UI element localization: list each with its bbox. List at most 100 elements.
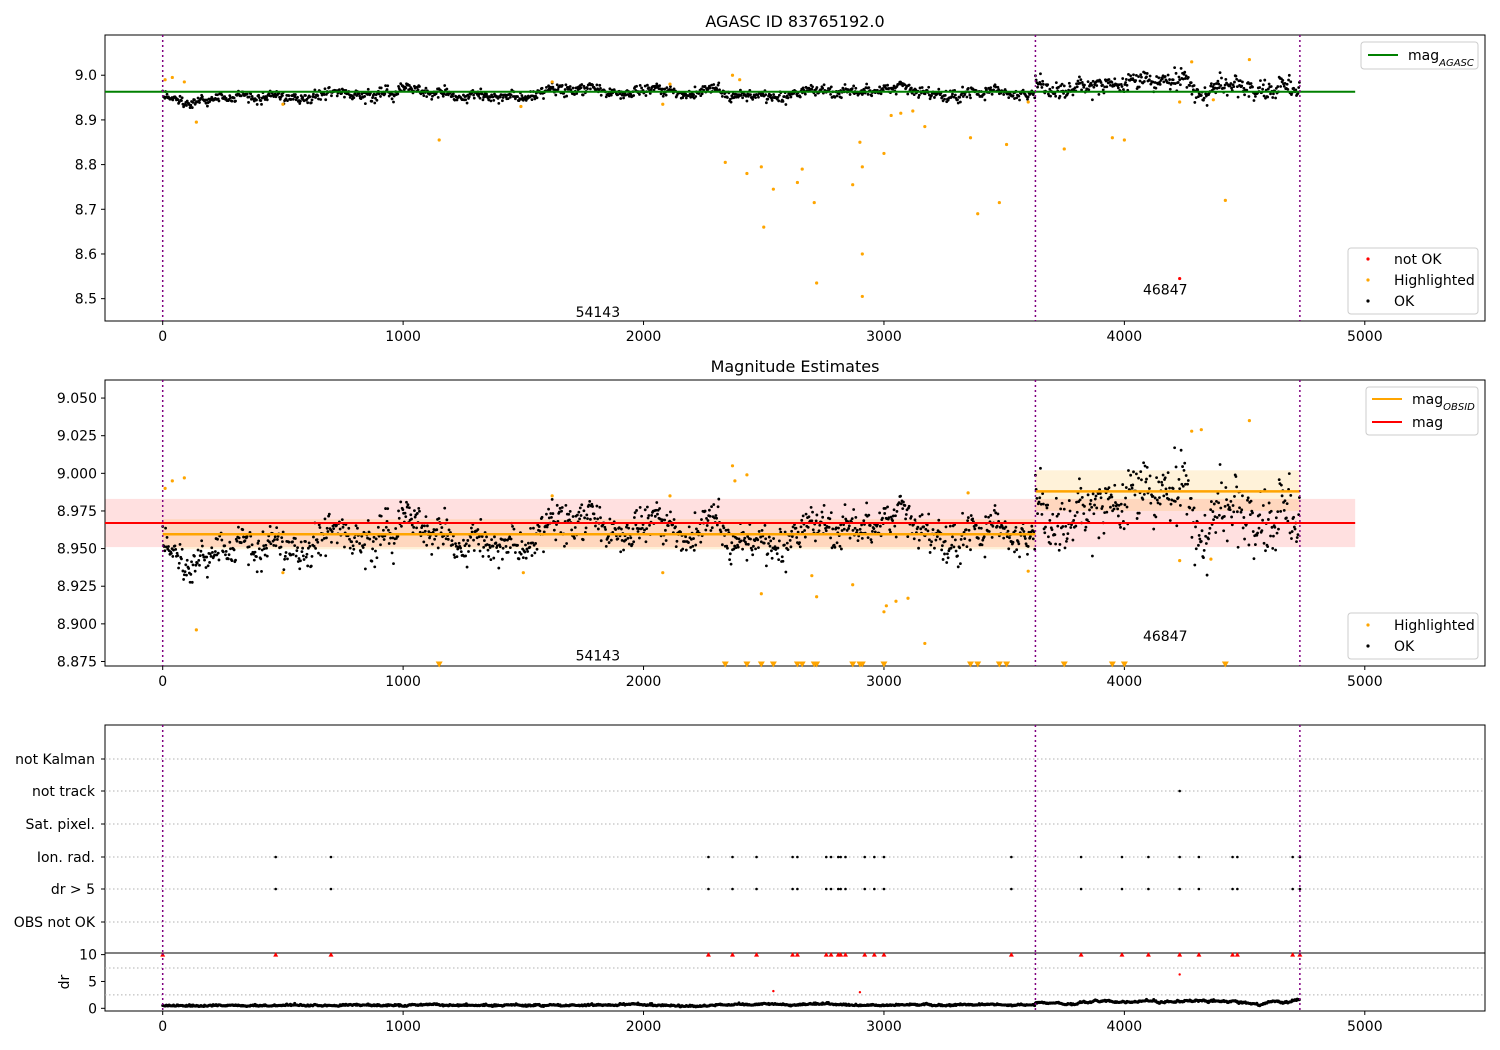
agasc-ok-point-1284	[1087, 88, 1091, 92]
magest-ok-point-739	[694, 543, 698, 547]
magest-ok-point-506	[526, 550, 530, 553]
magest-ok-point-946	[843, 503, 847, 507]
agasc-ok-point-1320	[1113, 77, 1117, 81]
agasc-ok-point-915	[821, 86, 825, 90]
magest-ok-point-960	[853, 526, 857, 530]
magest-ok-point-1280	[1084, 525, 1088, 529]
magest-ok-point-664	[640, 514, 644, 518]
magest-ok-point-338	[405, 500, 408, 504]
magest-ok-point-902	[811, 528, 815, 532]
agasc-ok-point-1527	[1262, 94, 1266, 98]
agasc-ok-point-693	[661, 87, 664, 91]
magest-ok-point-853	[776, 546, 780, 550]
magest-ok-point-209	[312, 535, 315, 539]
flag-ion-rad-point-21	[1231, 855, 1234, 859]
magest-ok-point-1241	[1056, 524, 1060, 528]
agasc-ok-point-565	[568, 85, 572, 88]
magest-ok-point-768	[715, 516, 719, 520]
agasc-ok-point-1277	[1082, 85, 1086, 89]
magest-ok-point-201	[306, 564, 310, 568]
agasc-ok-point-1062	[927, 85, 931, 89]
magest-ok-point-279	[362, 530, 366, 534]
agasc-ok-point-216	[317, 97, 320, 101]
agasc-ok-point-619	[607, 94, 611, 98]
magest-ok-point-114	[243, 539, 247, 543]
magest-ok-point-165	[280, 536, 284, 540]
agasc-ok-point-1152	[992, 88, 995, 92]
agasc-ok-point-190	[298, 102, 302, 105]
agasc-ok-point-583	[581, 93, 585, 97]
magest-ok-point-455	[489, 558, 493, 562]
magest-ok-point-1354	[1137, 511, 1141, 515]
magest-ok-point-1370	[1149, 501, 1153, 505]
magest-ok-point-1238	[1054, 542, 1058, 546]
agasc-ok-point-133	[257, 93, 261, 97]
magest-ok-point-746	[699, 540, 703, 544]
magest-ok-point-855	[777, 539, 781, 543]
magest-ok-point-1559	[1285, 502, 1289, 506]
agasc-ok-point-1187	[1017, 94, 1021, 98]
agasc-highlighted-point-12	[738, 78, 742, 82]
magest-ok-point-424	[467, 550, 470, 553]
magest-ok-point-1205	[1030, 524, 1034, 528]
agasc-ok-point-150	[269, 94, 273, 98]
magest-ok-point-672	[645, 505, 649, 509]
magest-ok-point-294	[373, 565, 377, 569]
agasc-highlighted-point-31	[968, 136, 973, 140]
magest-ok-point-82	[220, 538, 224, 542]
magest-ok-point-103	[235, 539, 239, 543]
magest-ok-point-1395	[1167, 497, 1171, 501]
magest-ok-point-284	[366, 536, 369, 540]
magest-ok-point-169	[283, 557, 286, 561]
agasc-ok-point-309	[384, 84, 387, 88]
magest-ok-point-976	[865, 501, 869, 505]
agasc-ok-point-297	[375, 98, 379, 102]
agasc-ok-point-1562	[1287, 73, 1291, 77]
agasc-ok-point-1029	[903, 83, 907, 87]
magest-ok-point-1060	[925, 523, 929, 527]
magest-ok-point-1074	[935, 535, 939, 539]
agasc-ok-point-713	[675, 93, 679, 97]
magest-ok-point-292	[371, 540, 375, 543]
agasc-ok-point-1234	[1051, 85, 1055, 89]
magest-ok-point-1428	[1191, 508, 1195, 512]
magest-ok-point-405	[453, 555, 457, 559]
flag-ion-rad-point-5	[791, 855, 794, 859]
magest-ok-point-1076	[937, 518, 941, 522]
magest-ok-point-366	[425, 543, 429, 547]
magest-ok-point-1014	[892, 508, 896, 512]
magest-ok-point-1219	[1040, 513, 1044, 516]
magest-ok-point-1357	[1140, 478, 1143, 482]
agasc-ok-point-302	[379, 95, 382, 98]
magest-ok-point-489	[513, 551, 517, 554]
magest-ok-point-1306	[1103, 511, 1107, 515]
flag-ion-rad-point-1	[329, 855, 333, 859]
agasc-ok-point-822	[754, 96, 757, 100]
magest-ok-point-587	[584, 526, 588, 530]
agasc-ok-point-932	[833, 95, 837, 99]
agasc-highlighted-point-36	[1062, 147, 1066, 151]
magest-offscale-marker-8	[813, 661, 821, 668]
agasc-ok-point-1070	[933, 96, 936, 99]
agasc-ok-point-1173	[1007, 96, 1011, 100]
agasc-ok-point-1247	[1060, 82, 1064, 86]
magest-ok-point-668	[643, 528, 646, 532]
magest-ok-point-445	[482, 545, 486, 549]
agasc-ok-point-303	[379, 86, 383, 90]
agasc-x-tick-label-1: 1000	[385, 329, 421, 345]
magest-ok-point-210	[312, 544, 316, 548]
magest-ok-point-934	[834, 526, 838, 530]
magest-highlighted-point-23	[1178, 559, 1182, 563]
magest-ok-point-835	[763, 523, 767, 527]
magest-ok-point-4	[164, 526, 167, 530]
agasc-ok-point-961	[854, 86, 858, 90]
agasc-ok-point-606	[598, 83, 602, 87]
magest-ok-point-1390	[1163, 476, 1167, 480]
magest-ok-point-302	[379, 543, 382, 547]
magest-ok-point-1445	[1203, 513, 1207, 517]
magest-ok-point-747	[700, 518, 703, 521]
agasc-ok-point-699	[665, 86, 669, 90]
magest-ok-point-340	[406, 503, 410, 507]
agasc-axes-frame	[104, 34, 1486, 322]
agasc-ok-point-131	[255, 103, 259, 106]
